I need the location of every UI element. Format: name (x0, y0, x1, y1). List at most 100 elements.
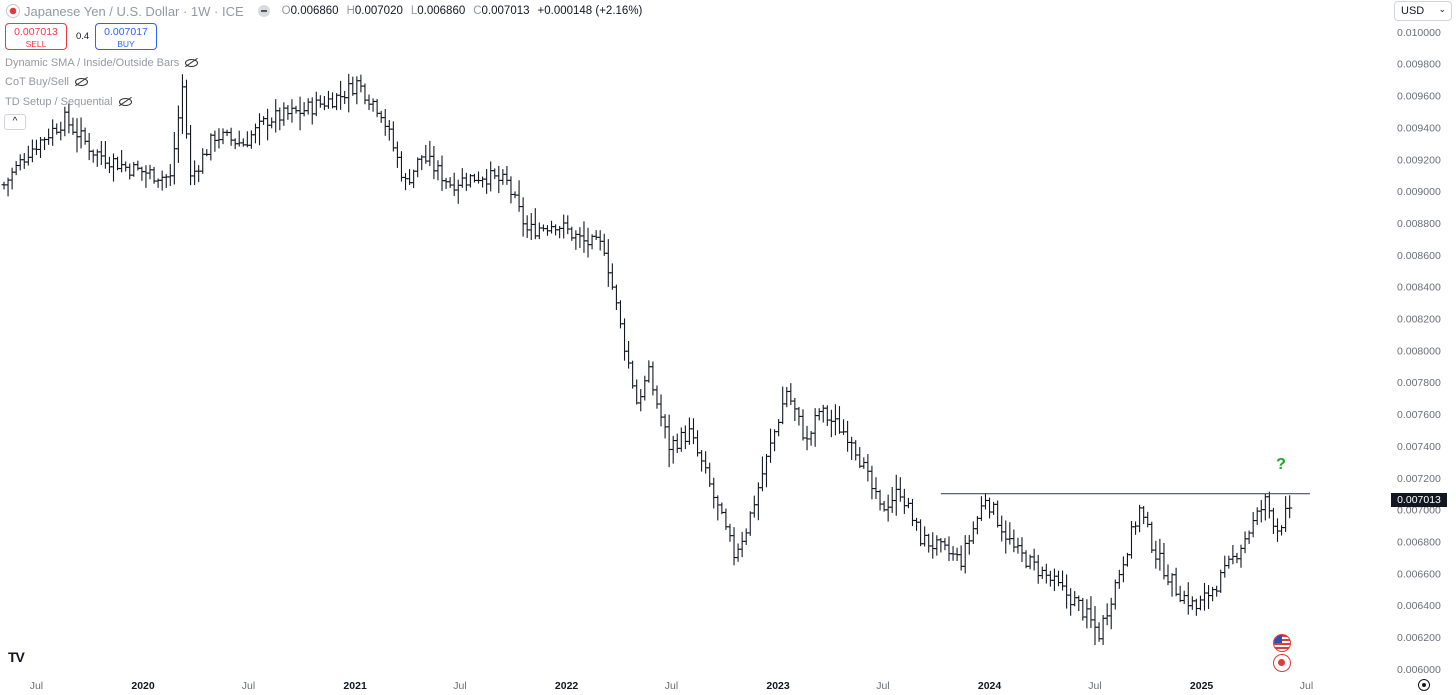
ohlc-bar (1060, 570, 1066, 591)
ohlc-bar (273, 99, 279, 133)
ohlc-bar (747, 511, 753, 536)
ohlc-bar (715, 495, 721, 521)
ohlc-bar (1149, 521, 1155, 553)
ohlc-bar (9, 167, 15, 190)
ohlc-bar (135, 160, 141, 171)
ohlc-bar (29, 139, 35, 163)
y-tick-label: 0.008200 (1397, 314, 1441, 326)
y-tick-label: 0.009200 (1397, 154, 1441, 166)
y-tick-label: 0.009000 (1397, 186, 1441, 198)
ohlc-bar (1222, 555, 1228, 578)
ohlc-bar (50, 119, 56, 146)
ohlc-bar (1177, 585, 1183, 603)
question-annotation: ? (1276, 456, 1286, 473)
ohlc-bar (338, 80, 344, 110)
high-value: H0.007020 (346, 5, 403, 17)
hidden-eye-icon[interactable] (118, 98, 132, 106)
ohlc-bar (938, 538, 944, 553)
ohlc-bar (289, 99, 295, 123)
ohlc-bar (403, 173, 409, 191)
currency-select[interactable]: USD ⌄ (1394, 1, 1452, 21)
ohlc-bar (1047, 570, 1053, 587)
ohlc-bar (508, 176, 514, 204)
ohlc-bar (285, 105, 291, 120)
ohlc-bar (634, 379, 640, 405)
ohlc-bar (601, 233, 607, 256)
spread-value: 0.4 (76, 31, 90, 42)
ohlc-bar (824, 405, 830, 426)
ohlc-bar (257, 113, 263, 146)
ohlc-bar (901, 488, 907, 514)
ohlc-bar (857, 447, 863, 468)
ohlc-bar (885, 494, 891, 522)
y-tick-label: 0.007600 (1397, 409, 1441, 421)
y-tick-label: 0.006600 (1397, 568, 1441, 580)
ohlc-bar (585, 227, 591, 258)
ohlc-bar (873, 477, 879, 500)
us-event-flag-icon[interactable] (1273, 634, 1291, 652)
x-tick-label: Jul (242, 680, 255, 692)
ohlc-bar (143, 165, 149, 188)
ohlc-bar (78, 117, 84, 149)
hidden-eye-icon[interactable] (75, 78, 88, 86)
ohlc-bar (581, 221, 587, 253)
ohlc-bar (966, 535, 972, 555)
ohlc-bar (1258, 499, 1264, 523)
indicator-td-setup[interactable]: TD Setup / Sequential (5, 96, 132, 108)
indicator-dynamic-sma[interactable]: Dynamic SMA / Inside/Outside Bars (5, 57, 199, 69)
ohlc-bar (820, 404, 826, 423)
settings-gear-icon[interactable] (1418, 679, 1430, 691)
indicator-cot[interactable]: CoT Buy/Sell (5, 76, 88, 88)
ohlc-bar (926, 533, 932, 553)
ohlc-bar (918, 519, 924, 547)
ohlc-bar (646, 360, 652, 383)
y-tick-label: 0.009400 (1397, 122, 1441, 134)
sell-button[interactable]: 0.007013 SELL (5, 23, 67, 50)
ohlc-bar (204, 149, 210, 157)
open-value: O0.006860 (281, 5, 339, 17)
ohlc-bar (13, 161, 19, 176)
ohlc-bar (476, 171, 482, 184)
ohlc-bar (982, 492, 988, 510)
ohlc-bar (1169, 573, 1175, 597)
ohlc-bar (248, 130, 254, 149)
ohlc-bar (784, 386, 790, 408)
ohlc-bar (962, 535, 968, 574)
ohlc-bar (500, 169, 506, 185)
ohlc-bar (593, 230, 599, 240)
ohlc-bar (431, 146, 437, 180)
ohlc-bar (877, 489, 883, 511)
jp-event-flag-icon[interactable] (1273, 654, 1291, 672)
ohlc-bar (252, 123, 258, 144)
ohlc-bar (106, 156, 112, 174)
ohlc-bar (90, 149, 96, 163)
ohlc-bar (111, 153, 117, 182)
ohlc-bar (528, 213, 534, 241)
ohlc-bar (484, 169, 490, 194)
ohlc-bar (139, 166, 145, 181)
collapse-indicators-button[interactable]: ^ (4, 114, 26, 130)
ohlc-bar (849, 436, 855, 460)
ohlc-bar (532, 208, 538, 240)
symbol-title[interactable]: Japanese Yen / U.S. Dollar · 1W · ICE (24, 3, 244, 19)
y-tick-label: 0.007000 (1397, 505, 1441, 517)
ohlc-bar (1201, 582, 1207, 611)
hidden-eye-icon[interactable] (185, 59, 199, 67)
ohlc-bar (277, 107, 283, 131)
ohlc-bar (642, 375, 648, 401)
ohlc-bar (1084, 599, 1090, 629)
ohlc-bar (127, 163, 133, 180)
buy-button[interactable]: 0.007017 BUY (95, 23, 157, 50)
ohlc-bar (565, 215, 571, 235)
minimize-icon[interactable] (257, 5, 270, 17)
ohlc-bar (739, 531, 745, 558)
ohlc-bar (321, 96, 327, 111)
y-tick-label: 0.009800 (1397, 59, 1441, 71)
ohlc-bar (350, 76, 356, 96)
ohlc-bar (832, 404, 838, 436)
tradingview-logo[interactable]: TV (8, 649, 25, 665)
ohlc-bar (930, 532, 936, 559)
ohlc-bar (524, 215, 530, 238)
ohlc-bar (751, 495, 757, 518)
